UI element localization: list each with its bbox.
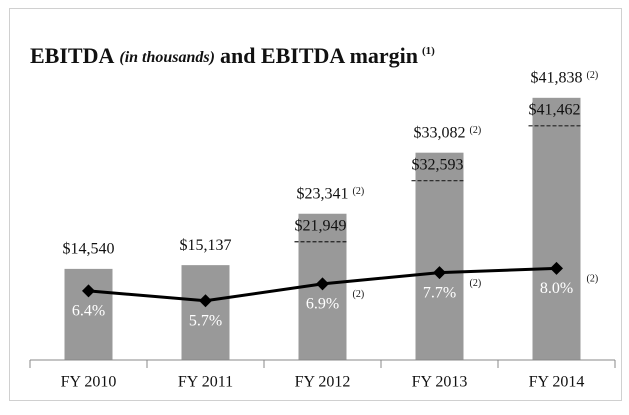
x-tick-label: FY 2011: [178, 374, 233, 391]
margin-note: (2): [353, 289, 365, 300]
title-part: and EBITDA margin: [220, 43, 418, 68]
frame: [9, 8, 622, 401]
marker: [550, 261, 563, 275]
adjusted-label: $32,593: [412, 156, 464, 173]
x-tick-label: FY 2012: [295, 374, 351, 391]
value-label: $33,082: [414, 124, 466, 141]
bar: [415, 152, 464, 360]
margin-label: 6.9%: [306, 296, 339, 313]
value-label: $14,540: [63, 241, 115, 258]
marker: [316, 277, 329, 291]
value-label: $15,137: [180, 237, 232, 254]
margin-label: 6.4%: [72, 303, 105, 320]
value-label: $23,341: [297, 185, 349, 202]
title-footnote: (1): [422, 45, 435, 57]
margin-label: 7.7%: [423, 284, 456, 301]
x-tick-label: FY 2014: [529, 374, 585, 391]
title-part: EBITDA: [30, 43, 114, 68]
margin-note: (2): [587, 274, 599, 285]
x-tick-label: FY 2013: [412, 374, 468, 391]
margin-label: 8.0%: [540, 280, 573, 297]
bar: [532, 97, 581, 361]
value-note: (2): [470, 125, 482, 136]
adjusted-label: $21,949: [295, 217, 347, 234]
chart-title: EBITDA (in thousands) and EBITDA margin (1): [30, 43, 435, 68]
marker: [82, 284, 95, 298]
bar: [181, 265, 230, 360]
marker: [199, 294, 212, 308]
value-note: (2): [587, 70, 599, 81]
value-note: (2): [353, 186, 365, 197]
margin-note: (2): [470, 278, 482, 289]
adjusted-label: $41,462: [529, 101, 581, 118]
x-tick-label: FY 2010: [61, 374, 117, 391]
bar: [64, 268, 113, 360]
value-label: $41,838: [531, 69, 583, 86]
title-part: (in thousands): [119, 49, 215, 66]
margin-label: 5.7%: [189, 312, 222, 329]
marker: [433, 266, 446, 280]
